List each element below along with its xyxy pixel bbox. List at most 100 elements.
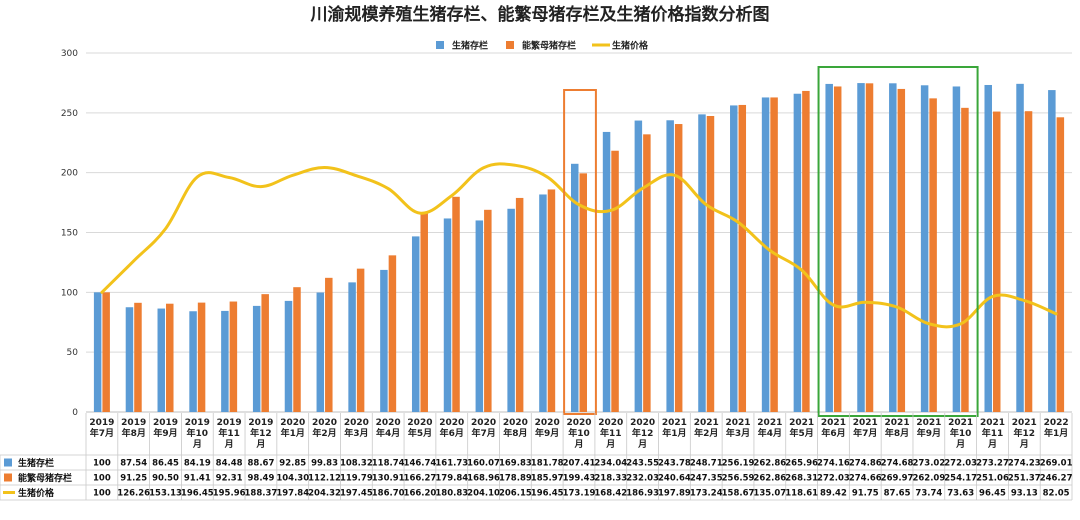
table-row-swatch <box>4 473 12 482</box>
table-cell: 240.64 <box>658 474 691 484</box>
table-cell: 91.75 <box>852 489 879 499</box>
bar <box>984 84 992 412</box>
table-cell: 204.10 <box>467 489 500 499</box>
x-tick-label: 2022 年1月 <box>1044 418 1069 439</box>
table-cell: 84.19 <box>184 459 211 469</box>
table-cell: 248.71 <box>690 459 723 469</box>
bar <box>666 120 674 412</box>
table-cell: 73.63 <box>947 489 974 499</box>
bar <box>252 305 261 412</box>
bar <box>738 104 747 413</box>
table-cell: 207.41 <box>563 459 596 469</box>
bar <box>857 83 865 412</box>
bar <box>706 116 715 412</box>
bar <box>380 269 388 412</box>
table-cell: 118.61 <box>785 489 818 499</box>
table-cell: 104.30 <box>276 474 309 484</box>
y-tick-label: 50 <box>67 348 79 358</box>
table-cell: 158.67 <box>722 489 755 499</box>
table-cell: 108.32 <box>340 459 373 469</box>
bar <box>602 131 611 412</box>
legend-swatch <box>506 41 514 49</box>
table-cell: 218.33 <box>594 474 627 484</box>
bar <box>961 107 969 412</box>
bar <box>929 98 937 412</box>
bar <box>634 120 643 413</box>
table-cell: 268.31 <box>785 474 818 484</box>
table-cell: 246.27 <box>1040 474 1073 484</box>
table-cell: 274.68 <box>881 459 914 469</box>
bar <box>547 189 556 412</box>
table-cell: 273.27 <box>976 459 1009 469</box>
x-tick-label: 2020 年1月 <box>280 418 305 439</box>
table-cell: 130.91 <box>372 474 405 484</box>
table-cell: 186.70 <box>372 489 405 499</box>
table-cell: 186.93 <box>626 489 659 499</box>
bar <box>833 86 842 412</box>
data-table: 2019 年7月 2019 年8月 2019 年9月 2019 年10 月 2019 年11 月201… <box>0 413 1073 501</box>
x-tick-label: 2021 年7月 <box>853 418 878 439</box>
table-cell: 195.96 <box>213 489 246 499</box>
table-cell: 153.13 <box>149 489 182 499</box>
table-cell: 262.09 <box>912 474 945 484</box>
table-cell: 262.86 <box>753 474 786 484</box>
table-cell: 251.06 <box>976 474 1009 484</box>
table-cell: 180.83 <box>435 489 468 499</box>
table-cell: 100 <box>93 459 111 469</box>
highlight-box <box>563 89 597 415</box>
table-cell: 274.23 <box>1008 459 1041 469</box>
table-cell: 87.54 <box>120 459 147 469</box>
table-cell: 90.50 <box>152 474 179 484</box>
bar <box>166 303 174 412</box>
table-cell: 173.24 <box>690 489 723 499</box>
x-tick-label: 2021 年9月 <box>916 418 941 439</box>
x-tick-label: 2020 年7月 <box>471 418 496 439</box>
bar <box>420 213 428 412</box>
bar <box>825 83 833 412</box>
x-tick-label: 2021 年12 月 <box>1012 418 1037 450</box>
table-cell: 204.32 <box>308 489 341 499</box>
gridlines <box>86 52 1072 413</box>
table-cell: 96.45 <box>979 489 1006 499</box>
table-cell: 160.07 <box>467 459 500 469</box>
x-tick-label: 2021 年11 月 <box>980 418 1005 450</box>
bar <box>197 302 206 412</box>
y-tick-label: 250 <box>61 109 78 119</box>
table-cell: 178.89 <box>499 474 532 484</box>
price-line <box>100 162 1058 329</box>
table-cell: 197.89 <box>658 489 691 499</box>
table-cell: 99.83 <box>311 459 338 469</box>
bar <box>1024 111 1033 412</box>
bar <box>865 83 874 412</box>
table-cell: 84.48 <box>216 459 243 469</box>
bar <box>189 311 197 412</box>
bar <box>730 105 738 412</box>
bar <box>316 292 325 412</box>
legend-label: 生猪存栏 <box>452 40 488 52</box>
bar <box>571 163 579 412</box>
table-cell: 247.35 <box>690 474 723 484</box>
bar <box>992 111 1001 412</box>
table-cell: 112.12 <box>308 474 341 484</box>
bar <box>475 220 484 412</box>
legend: 生猪存栏 能繁母猪存栏 生猪价格 <box>436 40 649 52</box>
bar <box>539 194 547 412</box>
table-cell: 272.03 <box>817 474 850 484</box>
table-cell: 166.20 <box>404 489 437 499</box>
x-tick-label: 2021 年3月 <box>726 418 751 439</box>
bar <box>897 88 906 412</box>
table-cell: 188.37 <box>245 489 278 499</box>
x-tick-label: 2020 年6月 <box>439 418 464 439</box>
x-tick-label: 2019 年10 月 <box>185 418 210 450</box>
y-tick-label: 150 <box>61 229 78 239</box>
table-row-swatch <box>4 458 12 467</box>
x-tick-label: 2019 年12 月 <box>248 418 273 450</box>
bar <box>643 134 651 412</box>
table-cell: 256.59 <box>722 474 755 484</box>
table-row-label: 生猪价格 <box>18 487 55 499</box>
table-cell: 89.42 <box>820 489 847 499</box>
table-cell: 73.74 <box>915 489 942 499</box>
bar <box>293 287 301 412</box>
x-tick-label: 2019 年8月 <box>121 418 146 439</box>
